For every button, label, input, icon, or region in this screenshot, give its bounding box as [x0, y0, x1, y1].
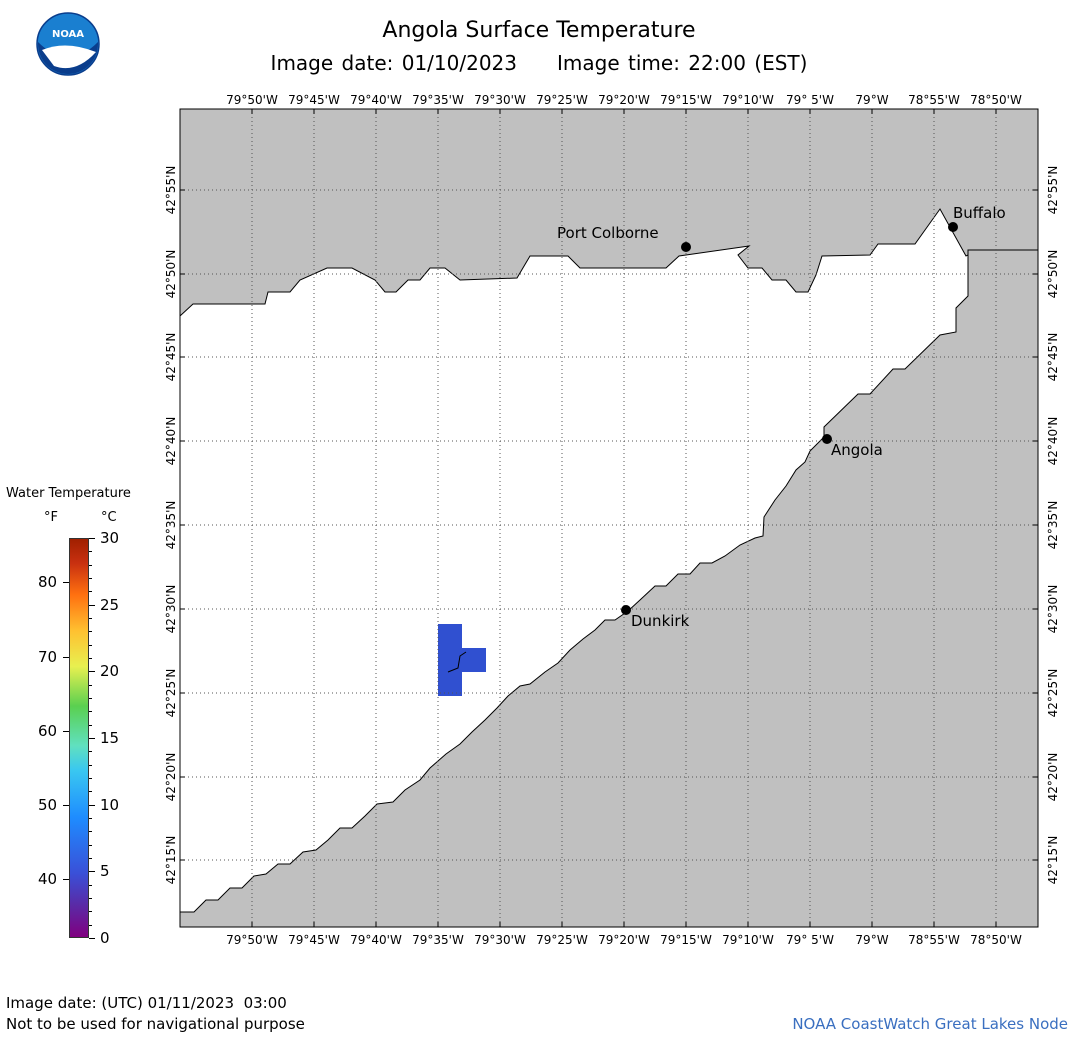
legend-title: Water Temperature: [6, 486, 131, 501]
lon-label-top: 79°50'W: [226, 93, 278, 107]
lon-label-bottom: 79°40'W: [350, 933, 402, 947]
lat-labels-right: 42°55'N 42°50'N 42°45'N 42°40'N 42°35'N 42°30…: [1033, 166, 1060, 885]
city-dot: [948, 222, 958, 232]
patch-contour: [447, 651, 467, 673]
lon-label-top: 79°20'W: [598, 93, 650, 107]
image-date: Image date: 01/10/2023: [270, 51, 518, 75]
map-canvas: 79°50'W 79°45'W 79°40'W 79°35'W 79°30'W 79°25…: [164, 93, 1060, 947]
lat-label-right: 42°15'N: [1046, 836, 1060, 885]
colorbar-f-label: 40: [38, 869, 58, 888]
lon-label-top: 79°W: [855, 93, 888, 107]
colorbar-c-label: 15: [100, 729, 120, 747]
lon-label-bottom: 78°55'W: [908, 933, 960, 947]
colorbar-c-label: 30: [100, 529, 120, 547]
lon-label-bottom: 79°30'W: [474, 933, 526, 947]
map-subtitle: Image date: 01/10/2023 Image time: 22:00 …: [0, 51, 1078, 75]
lon-labels-bottom: 79°50'W 79°45'W 79°40'W 79°35'W 79°30'W 79°25…: [226, 922, 1022, 947]
lon-label-bottom: 79°45'W: [288, 933, 340, 947]
lat-label-right: 42°30'N: [1046, 585, 1060, 634]
colorbar-f-label: 50: [38, 795, 58, 814]
land-canada: [179, 108, 1039, 318]
lon-label-bottom: 79°10'W: [722, 933, 774, 947]
colorbar-c-label: 25: [100, 595, 120, 614]
city-dot: [621, 605, 631, 615]
lat-label-left: 42°30'N: [164, 585, 178, 634]
lat-label-right: 42°45'N: [1046, 333, 1060, 382]
colorbar-f-label: 70: [38, 647, 58, 666]
city-label: Port Colborne: [557, 224, 659, 242]
lat-label-left: 42°45'N: [164, 333, 178, 382]
city-dot: [681, 242, 691, 252]
map-title: Angola Surface Temperature: [382, 18, 696, 43]
lon-label-top: 79°25'W: [536, 93, 588, 107]
lat-label-right: 42°40'N: [1046, 417, 1060, 466]
noaa-logo: NOAA: [36, 12, 100, 76]
lat-label-right: 42°35'N: [1046, 501, 1060, 550]
land-usa: [179, 249, 1039, 928]
lon-label-top: 78°50'W: [970, 93, 1022, 107]
city-label: Angola: [831, 441, 883, 459]
image-time: Image time: 22:00 (EST): [557, 51, 808, 75]
lon-label-top: 79°45'W: [288, 93, 340, 107]
lon-label-top: 79°35'W: [412, 93, 464, 107]
noaa-logo-text: NOAA: [52, 29, 84, 40]
city-dot: [822, 434, 832, 444]
lon-label-top: 79°15'W: [660, 93, 712, 107]
lat-label-right: 42°20'N: [1046, 753, 1060, 802]
lon-label-bottom: 79°W: [855, 933, 888, 947]
lon-label-top: 79° 5'W: [786, 93, 834, 107]
colorbar-c-label: 5: [100, 862, 110, 881]
footer-node-link[interactable]: NOAA CoastWatch Great Lakes Node: [792, 1015, 1068, 1033]
lon-label-bottom: 79°15'W: [660, 933, 712, 947]
lon-label-bottom: 78°50'W: [970, 933, 1022, 947]
city-markers: Port Colborne Buffalo Angola Dunkirk: [557, 204, 1006, 630]
lat-label-left: 42°35'N: [164, 501, 178, 550]
lon-label-bottom: 79°20'W: [598, 933, 650, 947]
colorbar-c-label: 10: [100, 795, 120, 814]
map-frame: [179, 108, 1039, 928]
colorbar-c-label: 0: [100, 929, 110, 947]
colorbar-f-label: 80: [38, 573, 58, 592]
lat-label-left: 42°20'N: [164, 753, 178, 802]
lat-label-right: 42°50'N: [1046, 250, 1060, 299]
lat-label-left: 42°25'N: [164, 669, 178, 718]
lon-labels-top: 79°50'W 79°45'W 79°40'W 79°35'W 79°30'W 79°25…: [226, 93, 1022, 114]
footer-nav-warning: Not to be used for navigational purpose: [6, 1015, 305, 1033]
city-label: Dunkirk: [631, 612, 690, 630]
lon-label-bottom: 79°25'W: [536, 933, 588, 947]
colorbar-f-label: 60: [38, 721, 58, 740]
lat-label-left: 42°15'N: [164, 836, 178, 885]
lon-label-top: 78°55'W: [908, 93, 960, 107]
temperature-colorbar: [69, 538, 89, 938]
lon-label-top: 79°10'W: [722, 93, 774, 107]
city-label: Buffalo: [953, 204, 1006, 222]
lat-label-left: 42°55'N: [164, 166, 178, 215]
lat-label-right: 42°55'N: [1046, 166, 1060, 215]
footer-utc-date: Image date: (UTC) 01/11/2023 03:00: [6, 994, 287, 1012]
colorbar-c-label: 20: [100, 662, 120, 681]
lon-label-top: 79°40'W: [350, 93, 402, 107]
lon-label-bottom: 79°50'W: [226, 933, 278, 947]
lon-label-bottom: 79°35'W: [412, 933, 464, 947]
lon-label-top: 79°30'W: [474, 93, 526, 107]
lat-label-left: 42°40'N: [164, 417, 178, 466]
lon-label-bottom: 79° 5'W: [786, 933, 834, 947]
cold-water-patch: [438, 624, 486, 696]
legend-unit-c: °C: [101, 510, 117, 525]
legend-unit-f: °F: [44, 510, 58, 525]
lat-labels-left: 42°55'N 42°50'N 42°45'N 42°40'N 42°35'N 42°30…: [164, 166, 185, 885]
lat-label-left: 42°50'N: [164, 250, 178, 299]
lat-label-right: 42°25'N: [1046, 669, 1060, 718]
